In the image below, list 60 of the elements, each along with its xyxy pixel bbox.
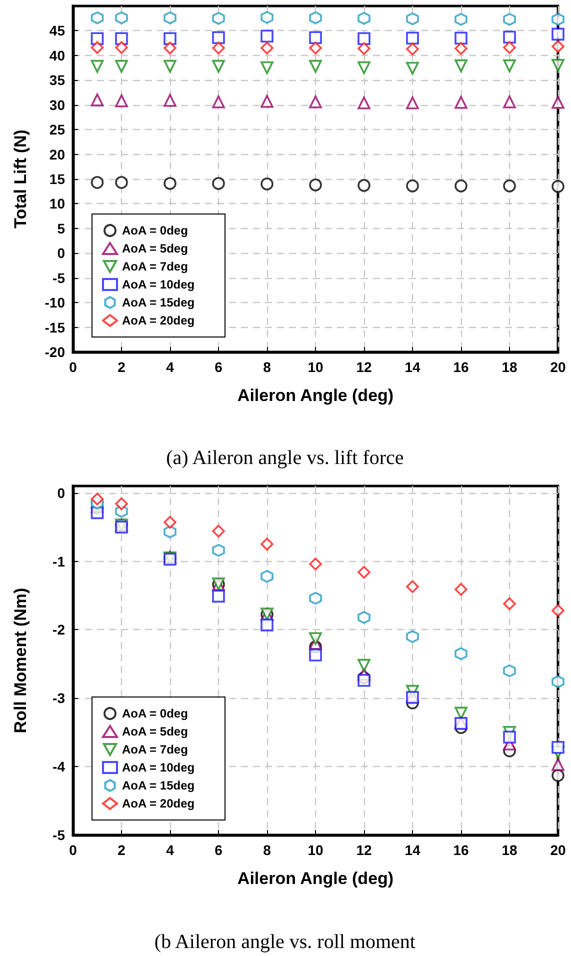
y-tick-label: 15	[49, 171, 66, 187]
x-tick-label: 18	[502, 359, 518, 375]
x-axis-title: Aileron Angle (deg)	[237, 386, 394, 405]
y-tick-label: 40	[49, 47, 66, 64]
legend-label: AoA = 10deg	[122, 760, 195, 774]
x-tick-label: 14	[404, 359, 420, 375]
x-tick-label: 10	[308, 359, 324, 375]
x-axis-title: Aileron Angle (deg)	[237, 869, 394, 888]
x-tick-label: 12	[356, 842, 372, 858]
y-tick-label: -3	[52, 690, 66, 706]
y-tick-label: -5	[52, 270, 66, 286]
y-tick-label: 35	[49, 72, 66, 88]
x-tick-label: 16	[453, 359, 469, 375]
y-tick-label: -5	[52, 827, 66, 843]
y-tick-label: 45	[49, 22, 66, 39]
x-tick-label: 8	[263, 842, 272, 858]
x-tick-label: 6	[214, 842, 223, 858]
y-tick-label: 10	[49, 196, 66, 212]
legend-label: AoA = 0deg	[122, 224, 188, 238]
legend-label: AoA = 0deg	[122, 706, 188, 720]
y-axis-title: Total Lift (N)	[11, 130, 30, 228]
x-tick-label: 16	[453, 842, 469, 858]
x-tick-label: 12	[356, 359, 372, 375]
x-tick-label: 6	[214, 359, 223, 375]
y-tick-label: 0	[57, 245, 66, 262]
y-axis-title: Roll Moment (Nm)	[11, 588, 30, 734]
y-tick-label: -2	[52, 622, 66, 638]
y-tick-label: 5	[57, 220, 66, 236]
x-tick-label: 0	[69, 359, 78, 375]
legend-label: AoA = 5deg	[122, 724, 188, 738]
y-tick-label: 30	[49, 96, 66, 113]
x-tick-label: 4	[166, 842, 174, 858]
legend-label: AoA = 15deg	[122, 778, 195, 792]
legend-label: AoA = 20deg	[122, 796, 195, 810]
legend-label: AoA = 7deg	[122, 742, 188, 756]
x-tick-label: 8	[263, 359, 272, 375]
x-tick-label: 20	[550, 842, 566, 858]
legend-label: AoA = 15deg	[122, 296, 195, 310]
y-tick-label: 0	[57, 484, 66, 501]
y-tick-label: -15	[44, 319, 66, 336]
x-tick-label: 2	[118, 842, 126, 858]
y-tick-label: -1	[52, 553, 66, 570]
legend-label: AoA = 5deg	[122, 242, 188, 256]
x-tick-label: 4	[166, 359, 174, 375]
x-tick-label: 2	[118, 359, 126, 375]
y-tick-label: 25	[49, 122, 66, 138]
text: (a) Aileron angle vs. lift force	[166, 447, 404, 469]
legend-label: AoA = 20deg	[122, 314, 195, 328]
x-tick-label: 20	[550, 359, 566, 375]
y-tick-label: 20	[49, 146, 66, 162]
x-tick-label: 10	[308, 842, 324, 858]
x-tick-label: 14	[404, 842, 420, 858]
x-tick-label: 18	[502, 842, 518, 858]
text: (b Aileron angle vs. roll moment	[154, 931, 416, 953]
legend-label: AoA = 10deg	[122, 278, 195, 292]
legend-label: AoA = 7deg	[122, 260, 188, 274]
x-tick-label: 0	[69, 842, 78, 858]
y-tick-label: -20	[44, 344, 66, 360]
y-tick-label: -4	[52, 758, 66, 775]
y-tick-label: -10	[44, 294, 66, 311]
